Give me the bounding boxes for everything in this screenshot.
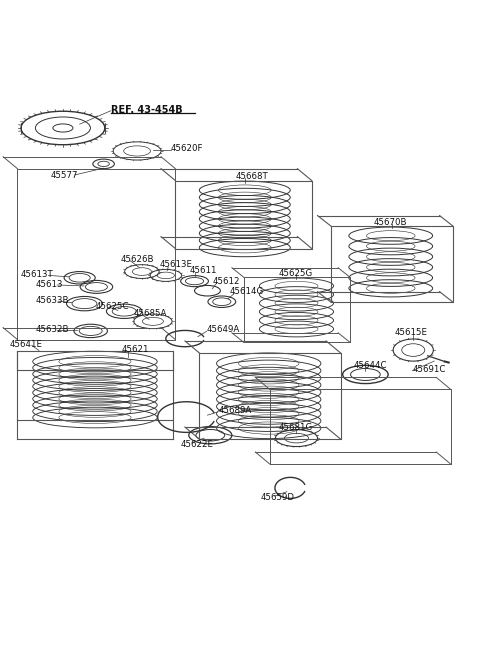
Text: 45625G: 45625G xyxy=(278,269,312,278)
Text: 45625C: 45625C xyxy=(96,301,129,311)
Text: 45668T: 45668T xyxy=(235,172,268,182)
Text: 45614G: 45614G xyxy=(229,287,264,296)
Text: 45644C: 45644C xyxy=(354,361,387,370)
Text: 45613E: 45613E xyxy=(159,261,192,269)
Text: 45641E: 45641E xyxy=(9,340,42,349)
Text: 45626B: 45626B xyxy=(120,255,154,264)
Text: 45577: 45577 xyxy=(51,171,78,180)
Text: 45622E: 45622E xyxy=(180,440,213,449)
Text: 45633B: 45633B xyxy=(35,296,69,305)
Text: 45681G: 45681G xyxy=(278,423,312,432)
Text: 45621: 45621 xyxy=(121,345,149,353)
Text: 45632B: 45632B xyxy=(35,324,69,334)
Text: 45691C: 45691C xyxy=(412,365,445,374)
Text: 45612: 45612 xyxy=(212,276,240,286)
Text: 45649A: 45649A xyxy=(206,326,240,334)
Text: 45611: 45611 xyxy=(190,266,217,275)
Text: 45620F: 45620F xyxy=(170,144,203,153)
Text: 45615E: 45615E xyxy=(394,328,427,338)
Text: 45659D: 45659D xyxy=(260,493,294,502)
Text: REF. 43-454B: REF. 43-454B xyxy=(111,105,182,114)
Text: 45689A: 45689A xyxy=(218,406,252,415)
Text: 45613: 45613 xyxy=(35,280,63,288)
Text: 45613T: 45613T xyxy=(21,270,54,279)
Text: 45685A: 45685A xyxy=(134,309,167,318)
Text: 45670B: 45670B xyxy=(374,218,408,227)
